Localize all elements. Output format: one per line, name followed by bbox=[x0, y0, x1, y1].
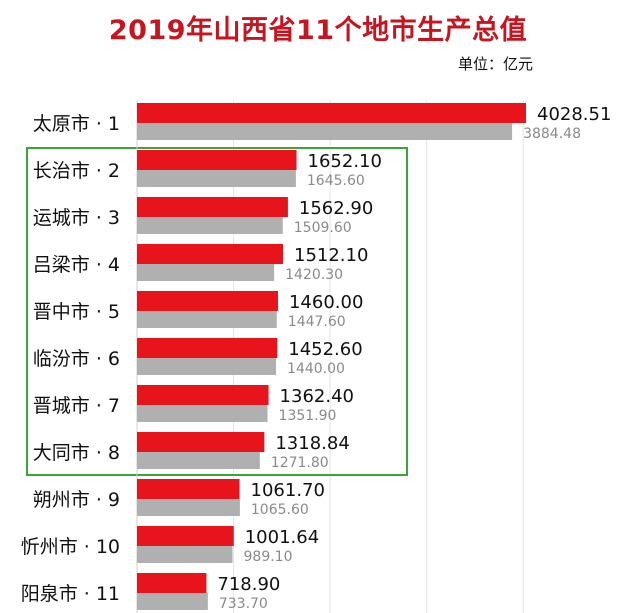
value-label: 1362.40 bbox=[280, 386, 354, 407]
previous-value-label: 1645.60 bbox=[307, 173, 365, 189]
previous-value-label: 989.10 bbox=[244, 549, 293, 565]
bar-previous bbox=[137, 499, 240, 516]
previous-value-label: 1271.80 bbox=[271, 455, 329, 471]
value-label: 4028.51 bbox=[537, 104, 611, 125]
category-label: 朔州市 · 9 bbox=[33, 489, 120, 511]
bar-current bbox=[137, 479, 240, 499]
bar-current bbox=[137, 385, 269, 405]
bar-current bbox=[137, 244, 284, 264]
bar-current bbox=[137, 103, 526, 123]
highlight-box bbox=[26, 147, 408, 476]
bar-previous bbox=[137, 311, 277, 328]
bar-current bbox=[137, 197, 288, 217]
value-label: 1460.00 bbox=[289, 292, 363, 313]
value-label: 1061.70 bbox=[251, 480, 325, 501]
category-label: 阳泉市 · 11 bbox=[21, 583, 120, 605]
bar-current bbox=[137, 573, 207, 593]
value-label: 1001.64 bbox=[245, 527, 319, 548]
bar-previous bbox=[137, 358, 277, 375]
category-label: 临汾市 · 6 bbox=[33, 348, 120, 370]
bar-previous bbox=[137, 593, 208, 610]
category-label: 晋城市 · 7 bbox=[33, 395, 120, 417]
bar-previous bbox=[137, 264, 275, 281]
category-label: 忻州市 · 10 bbox=[21, 536, 120, 558]
value-label: 1318.84 bbox=[275, 433, 349, 454]
unit-label: 单位：亿元 bbox=[458, 55, 534, 73]
previous-value-label: 3884.48 bbox=[523, 126, 581, 142]
bar-previous bbox=[137, 546, 233, 563]
value-label: 1652.10 bbox=[308, 151, 382, 172]
bar-current bbox=[137, 432, 265, 452]
category-label: 运城市 · 3 bbox=[33, 207, 120, 229]
bar-previous bbox=[137, 170, 296, 187]
bar-current bbox=[137, 526, 234, 546]
previous-value-label: 1447.60 bbox=[288, 314, 346, 330]
category-label: 吕梁市 · 4 bbox=[33, 254, 120, 276]
bar-previous bbox=[137, 123, 513, 140]
category-label: 太原市 · 1 bbox=[33, 113, 120, 135]
bar-current bbox=[137, 150, 297, 170]
previous-value-label: 1420.30 bbox=[285, 267, 343, 283]
value-label: 1512.10 bbox=[294, 245, 368, 266]
previous-value-label: 1440.00 bbox=[287, 361, 345, 377]
bar-previous bbox=[137, 405, 268, 422]
bar-current bbox=[137, 338, 278, 358]
previous-value-label: 1509.60 bbox=[294, 220, 352, 236]
category-label: 晋中市 · 5 bbox=[33, 301, 120, 323]
value-label: 1562.90 bbox=[299, 198, 373, 219]
value-label: 718.90 bbox=[217, 574, 280, 595]
previous-value-label: 733.70 bbox=[219, 596, 268, 612]
category-label: 大同市 · 8 bbox=[33, 442, 120, 464]
previous-value-label: 1065.60 bbox=[251, 502, 309, 518]
category-label: 长治市 · 2 bbox=[33, 160, 120, 182]
chart-title: 2019年山西省11个地市生产总值 bbox=[108, 15, 528, 46]
bar-previous bbox=[137, 452, 260, 469]
previous-value-label: 1351.90 bbox=[279, 408, 337, 424]
value-label: 1452.60 bbox=[288, 339, 362, 360]
bar-current bbox=[137, 291, 278, 311]
bar-previous bbox=[137, 217, 283, 234]
